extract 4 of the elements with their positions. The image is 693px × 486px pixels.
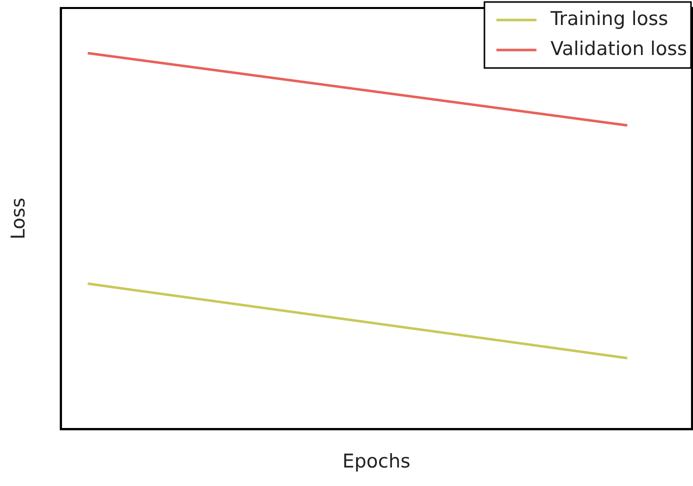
y-axis-title: Loss xyxy=(7,198,30,240)
legend-label: Training loss xyxy=(549,8,668,30)
x-axis-title: Epochs xyxy=(342,450,410,473)
legend-label: Validation loss xyxy=(550,38,687,60)
